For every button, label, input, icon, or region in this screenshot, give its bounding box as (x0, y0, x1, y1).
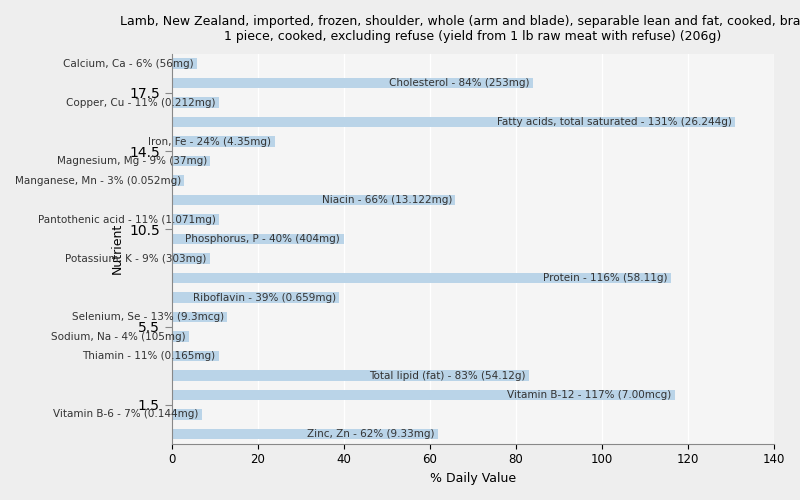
Bar (171, 194, 455, 205)
Text: Thiamin - 11% (0.165mg): Thiamin - 11% (0.165mg) (82, 351, 215, 361)
Text: Vitamin B-6 - 7% (0.144mg): Vitamin B-6 - 7% (0.144mg) (53, 410, 198, 420)
Text: Potassium, K - 9% (303mg): Potassium, K - 9% (303mg) (66, 254, 206, 264)
Bar (171, 116, 735, 128)
Bar (171, 390, 675, 400)
Bar (171, 428, 438, 440)
Bar (171, 78, 533, 88)
Text: Vitamin B-12 - 117% (7.00mcg): Vitamin B-12 - 117% (7.00mcg) (507, 390, 671, 400)
Bar (171, 409, 202, 420)
Bar (171, 370, 529, 381)
Bar (171, 350, 219, 362)
Text: Magnesium, Mg - 9% (37mg): Magnesium, Mg - 9% (37mg) (57, 156, 206, 166)
Bar (171, 253, 210, 264)
Bar (171, 292, 339, 303)
Text: Phosphorus, P - 40% (404mg): Phosphorus, P - 40% (404mg) (186, 234, 340, 244)
Y-axis label: Nutrient: Nutrient (110, 223, 123, 274)
Title: Lamb, New Zealand, imported, frozen, shoulder, whole (arm and blade), separable : Lamb, New Zealand, imported, frozen, sho… (119, 15, 800, 43)
Text: Total lipid (fat) - 83% (54.12g): Total lipid (fat) - 83% (54.12g) (369, 370, 525, 380)
X-axis label: % Daily Value: % Daily Value (430, 472, 516, 485)
Text: Protein - 116% (58.11g): Protein - 116% (58.11g) (542, 273, 667, 283)
Bar (171, 214, 219, 225)
Text: Niacin - 66% (13.122mg): Niacin - 66% (13.122mg) (322, 195, 452, 205)
Text: Selenium, Se - 13% (9.3mcg): Selenium, Se - 13% (9.3mcg) (72, 312, 224, 322)
Bar (171, 331, 189, 342)
Bar (171, 156, 210, 166)
Text: Riboflavin - 39% (0.659mg): Riboflavin - 39% (0.659mg) (193, 292, 336, 302)
Text: Sodium, Na - 4% (105mg): Sodium, Na - 4% (105mg) (50, 332, 186, 342)
Bar (171, 175, 185, 186)
Text: Manganese, Mn - 3% (0.052mg): Manganese, Mn - 3% (0.052mg) (14, 176, 181, 186)
Bar (171, 272, 670, 283)
Text: Calcium, Ca - 6% (56mg): Calcium, Ca - 6% (56mg) (63, 58, 194, 68)
Bar (171, 234, 343, 244)
Bar (171, 98, 219, 108)
Bar (171, 312, 227, 322)
Text: Pantothenic acid - 11% (1.071mg): Pantothenic acid - 11% (1.071mg) (38, 214, 215, 224)
Bar (171, 58, 198, 69)
Text: Iron, Fe - 24% (4.35mg): Iron, Fe - 24% (4.35mg) (148, 136, 271, 146)
Text: Cholesterol - 84% (253mg): Cholesterol - 84% (253mg) (389, 78, 530, 88)
Text: Copper, Cu - 11% (0.212mg): Copper, Cu - 11% (0.212mg) (66, 98, 215, 108)
Bar (171, 136, 274, 147)
Text: Zinc, Zn - 62% (9.33mg): Zinc, Zn - 62% (9.33mg) (307, 429, 435, 439)
Text: Fatty acids, total saturated - 131% (26.244g): Fatty acids, total saturated - 131% (26.… (497, 117, 732, 127)
